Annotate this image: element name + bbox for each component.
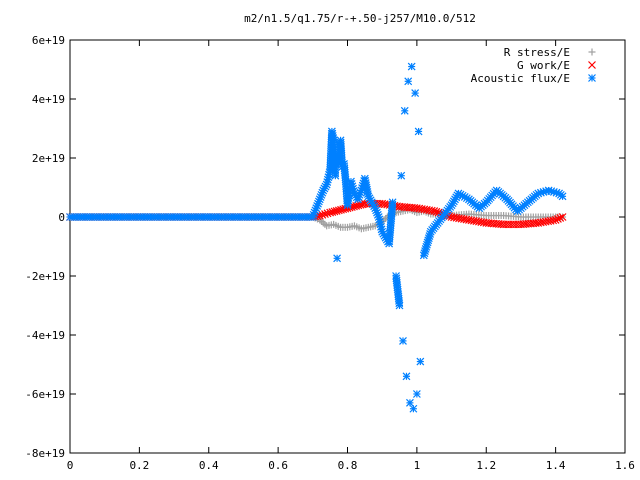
legend-label: G work/E xyxy=(517,59,570,72)
data-point xyxy=(427,206,436,215)
data-point xyxy=(462,194,471,203)
series-2 xyxy=(66,62,567,413)
x-tick-label: 1.6 xyxy=(615,459,635,472)
legend-marker xyxy=(588,74,596,82)
data-point xyxy=(558,213,567,221)
y-tick-label: -4e+19 xyxy=(25,329,65,342)
data-point xyxy=(333,254,342,263)
x-tick-label: 0.8 xyxy=(338,459,358,472)
data-point xyxy=(404,77,413,86)
data-point xyxy=(400,106,409,115)
data-point xyxy=(416,357,425,366)
data-point xyxy=(406,398,414,407)
legend-marker xyxy=(588,48,596,56)
data-point xyxy=(434,208,443,217)
data-point xyxy=(556,214,565,222)
data-point xyxy=(409,404,418,413)
data-point xyxy=(551,216,560,224)
y-tick-label: -2e+19 xyxy=(25,270,65,283)
data-point xyxy=(318,210,327,219)
data-point xyxy=(430,207,439,216)
data-point xyxy=(388,198,397,207)
data-point xyxy=(412,390,421,398)
data-point xyxy=(395,301,404,310)
data-point xyxy=(321,210,329,218)
x-tick-label: 1.2 xyxy=(476,459,496,472)
data-point xyxy=(554,215,562,223)
data-point xyxy=(558,192,567,201)
data-point xyxy=(402,372,411,381)
data-point xyxy=(323,209,332,218)
y-tick-label: 6e+19 xyxy=(32,34,65,47)
y-tick-label: -8e+19 xyxy=(25,447,65,460)
x-axis: 0 0.2 0.4 0.6 0.8 1 1.2 1.4 1.6 xyxy=(67,40,635,472)
data-point xyxy=(399,336,407,345)
x-tick-label: 1 xyxy=(414,459,421,472)
x-tick-label: 1.4 xyxy=(546,459,566,472)
chart-title: m2/n1.5/q1.75/r-+.50-j257/M10.0/512 xyxy=(244,12,476,25)
data-point xyxy=(397,171,406,180)
y-tick-label: 4e+19 xyxy=(32,93,65,106)
legend-marker xyxy=(588,61,596,69)
data-point xyxy=(414,127,423,136)
x-tick-label: 0 xyxy=(67,459,74,472)
y-tick-label: 2e+19 xyxy=(32,152,65,165)
x-tick-label: 0.6 xyxy=(268,459,288,472)
x-tick-label: 0.2 xyxy=(129,459,149,472)
legend-label: R stress/E xyxy=(504,46,570,59)
y-tick-label: 0 xyxy=(58,211,65,224)
y-tick-label: -6e+19 xyxy=(25,388,65,401)
series-layer xyxy=(66,62,567,413)
data-point xyxy=(549,216,558,225)
plot-frame xyxy=(69,39,626,454)
data-point xyxy=(407,62,416,71)
y-axis: -8e+19 -6e+19 -4e+19 -2e+19 0 2e+19 4e+19 6e+19 xyxy=(25,34,625,460)
data-point xyxy=(411,89,420,98)
x-tick-label: 0.4 xyxy=(199,459,219,472)
data-point xyxy=(331,171,340,180)
legend-label: Acoustic flux/E xyxy=(471,72,570,85)
